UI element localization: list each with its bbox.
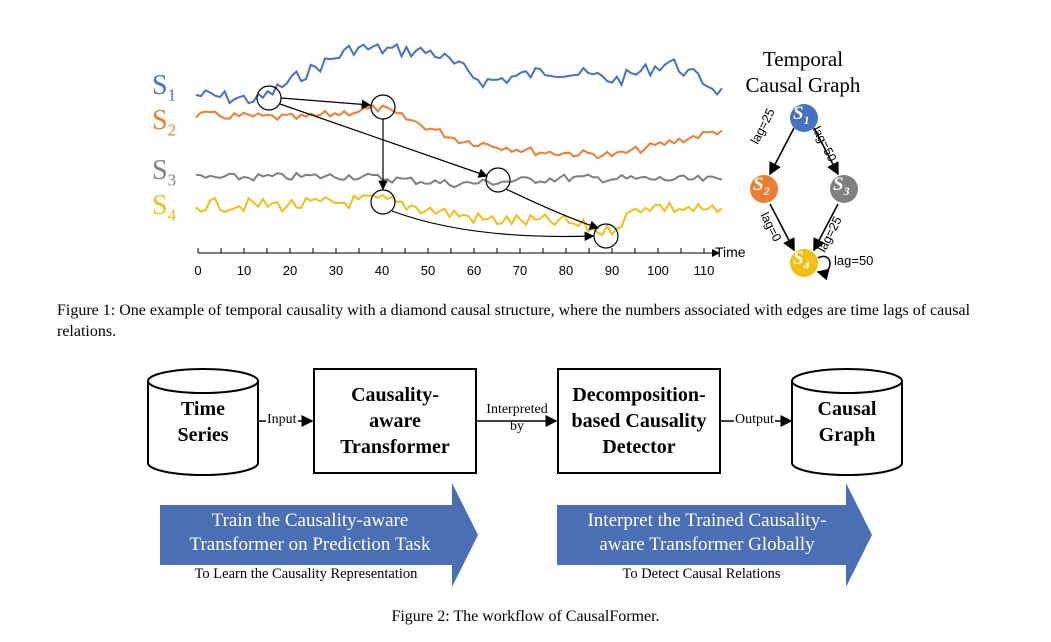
node-s2	[750, 175, 778, 203]
right-banner-arrow	[557, 483, 872, 587]
causality-detector-box: Decomposition- based Causality Detector	[557, 368, 721, 474]
node-s3	[830, 175, 858, 203]
detector-box-line1: Decomposition-	[572, 384, 706, 406]
series-line-s2	[195, 104, 723, 160]
right-banner-line1: Interpret the Trained Causality-	[587, 510, 827, 531]
interpreted-line1: Interpreted	[486, 402, 548, 417]
time-axis-tick-label: 30	[328, 263, 344, 278]
figure-2-workflow	[147, 368, 903, 587]
detector-box-line3: Detector	[602, 436, 676, 458]
right-banner-text: Interpret the Trained Causality- aware T…	[557, 509, 857, 557]
output-connector-label: Output	[734, 412, 775, 428]
input-cylinder	[147, 368, 259, 476]
left-banner-line1: Train the Causality-aware	[211, 510, 409, 531]
transformer-box-line2: aware	[369, 410, 421, 432]
edge-s1-s3	[813, 127, 839, 176]
graph-title: Temporal Causal Graph	[728, 46, 878, 98]
time-axis-arrowhead	[712, 249, 720, 257]
detector-box-line2: based Causality	[571, 410, 707, 432]
series-line-s4	[195, 193, 723, 237]
time-axis-tick-label: 70	[512, 263, 528, 278]
interpreted-line2: by	[510, 419, 524, 434]
input-connector-label: Input	[266, 412, 298, 428]
node-label-s4: S4	[793, 248, 810, 272]
output-cylinder-line2: Graph	[818, 424, 876, 446]
graph-title-line2: Causal Graph	[745, 73, 861, 97]
transformer-box-line3: Transformer	[340, 436, 450, 458]
time-axis-tick-label: 60	[466, 263, 482, 278]
output-cylinder-line1: Causal	[817, 398, 877, 420]
series-label-s1: S1	[152, 70, 177, 105]
edge-s1-s2	[769, 127, 795, 176]
interpreted-label: Interpreted by	[479, 401, 555, 435]
edge-s2-s4	[769, 203, 795, 252]
time-axis-label: Time	[715, 244, 746, 260]
input-cylinder-line1: Time	[180, 398, 226, 420]
graph-title-line1: Temporal	[762, 47, 844, 71]
effect-marker-s3	[485, 167, 511, 193]
edge-label-s4-self: lag=50	[834, 253, 874, 268]
causal-arrow-s4-s4	[391, 210, 595, 242]
input-cylinder-label: Time Series	[148, 396, 258, 448]
series-label-s4: S4	[152, 190, 177, 225]
right-banner-line2: aware Transformer Globally	[599, 534, 815, 555]
causal-arrow-s1-s2	[280, 97, 372, 110]
output-cylinder	[791, 368, 903, 476]
series-line-s1	[195, 42, 723, 105]
series-line-s3	[195, 171, 723, 189]
input-cylinder-line2: Series	[177, 424, 229, 446]
edge-s3-s4	[813, 203, 839, 252]
series-label-s2: S2	[152, 105, 177, 140]
time-axis-tick-label: 110	[693, 263, 715, 278]
output-cylinder-label: Causal Graph	[792, 396, 902, 448]
series-label-s3: S3	[152, 155, 177, 190]
causality-aware-transformer-box: Causality- aware Transformer	[313, 368, 477, 474]
node-label-s3: S3	[833, 174, 850, 198]
left-banner-line2: Transformer on Prediction Task	[189, 534, 431, 555]
edge-s4-self-loop	[816, 255, 831, 281]
cause-marker-s1	[256, 85, 282, 111]
causal-graph-diagram	[750, 104, 858, 281]
node-label-s1: S1	[793, 103, 810, 127]
time-axis-tick-label: 90	[604, 263, 620, 278]
node-s1	[790, 104, 818, 132]
causal-arrow-s3-s4	[505, 188, 600, 230]
time-axis-tick-label: 100	[647, 263, 669, 278]
time-axis-tick-label: 50	[420, 263, 436, 278]
time-axis-tick-label: 80	[558, 263, 574, 278]
transformer-box-line1: Causality-	[351, 384, 439, 406]
time-axis-tick-label: 0	[194, 263, 202, 278]
time-axis-tick-label: 40	[374, 263, 390, 278]
effect-marker-s4-a	[370, 189, 396, 215]
left-banner-subtitle: To Learn the Causality Representation	[194, 566, 418, 582]
figure-1-caption: Figure 1: One example of temporal causal…	[57, 302, 971, 340]
figure-2-caption: Figure 2: The workflow of CausalFormer.	[391, 608, 660, 625]
node-s4	[790, 249, 818, 277]
figure-1-time-series-plot	[195, 42, 723, 257]
time-axis-tick-label: 10	[236, 263, 252, 278]
right-banner-subtitle: To Detect Causal Relations	[622, 566, 781, 582]
node-label-s2: S2	[753, 174, 770, 198]
time-axis-tick-label: 20	[282, 263, 298, 278]
left-banner-text: Train the Causality-aware Transformer on…	[160, 509, 460, 557]
left-banner-arrow	[160, 483, 478, 587]
